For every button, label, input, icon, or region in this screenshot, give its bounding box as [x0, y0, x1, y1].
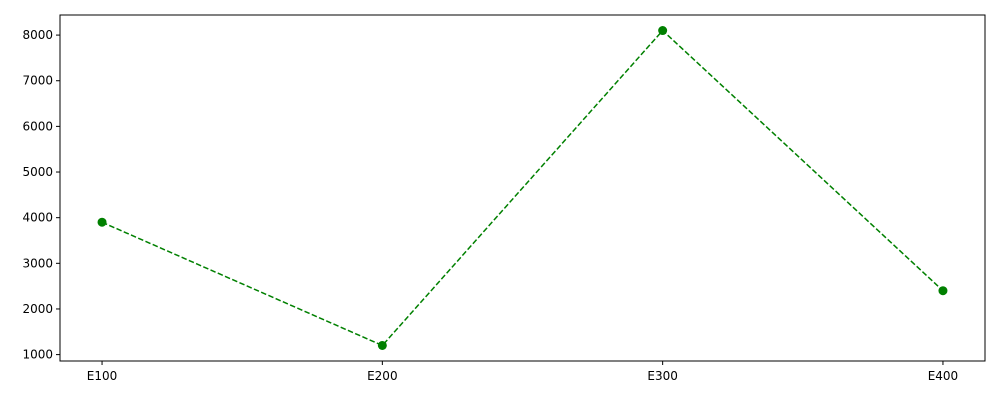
y-tick-label: 4000 [22, 211, 53, 225]
x-tick-label: E400 [928, 369, 959, 383]
y-tick-label: 8000 [22, 28, 53, 42]
x-tick-label: E100 [87, 369, 118, 383]
data-point-e400 [938, 286, 948, 296]
y-tick-label: 2000 [22, 302, 53, 316]
data-point-e300 [658, 26, 668, 36]
y-axis: 1000 2000 3000 4000 5000 6000 7000 8000 [22, 28, 60, 362]
plot-frame [59, 14, 986, 362]
plot-area [97, 26, 948, 350]
y-tick-label: 1000 [22, 348, 53, 362]
y-tick-label: 5000 [22, 165, 53, 179]
series-line [101, 29, 944, 347]
data-point-e100 [97, 217, 107, 227]
x-axis: E100 E200 E300 E400 [87, 361, 958, 383]
y-tick-label: 6000 [22, 119, 53, 133]
x-tick-label: E300 [647, 369, 678, 383]
y-tick-label: 7000 [22, 74, 53, 88]
data-point-e200 [377, 340, 387, 350]
x-tick-label: E200 [367, 369, 398, 383]
y-tick-label: 3000 [22, 256, 53, 270]
